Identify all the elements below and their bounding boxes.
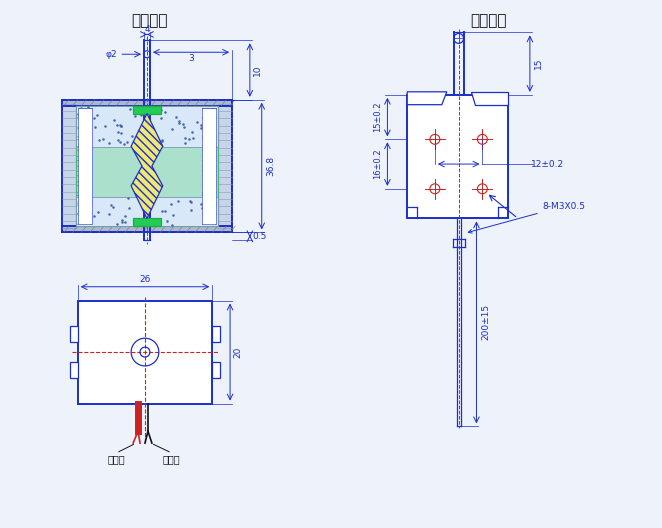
Polygon shape [133,106,161,114]
Polygon shape [213,326,220,342]
Text: 20: 20 [234,346,242,358]
Text: 200±15: 200±15 [482,304,491,341]
Polygon shape [62,227,232,232]
Text: 缩回状态: 缩回状态 [132,13,168,28]
Polygon shape [213,362,220,378]
Text: φ2: φ2 [105,50,117,59]
Polygon shape [75,106,218,227]
Polygon shape [133,219,161,227]
Text: 10: 10 [254,64,262,76]
Polygon shape [62,100,232,232]
Polygon shape [70,326,77,342]
Polygon shape [77,108,91,224]
Text: 15: 15 [534,58,544,69]
Polygon shape [75,197,218,227]
Polygon shape [407,92,447,105]
Text: 4: 4 [144,25,150,34]
Polygon shape [471,92,508,105]
Text: 3: 3 [188,54,194,63]
Polygon shape [77,300,213,403]
Text: 26: 26 [139,275,151,285]
Polygon shape [70,362,77,378]
Text: 16±0.2: 16±0.2 [373,149,382,180]
Text: 墨色线: 墨色线 [163,454,181,464]
Text: 15±0.2: 15±0.2 [373,102,382,133]
Polygon shape [203,108,216,224]
Polygon shape [75,106,218,147]
Text: 红色线: 红色线 [107,454,125,464]
Polygon shape [62,100,232,106]
Text: 12±0.2: 12±0.2 [531,159,564,168]
Text: 8-M3X0.5: 8-M3X0.5 [468,202,586,233]
Text: 伸出状态: 伸出状态 [470,13,506,28]
Text: 36.8: 36.8 [266,156,275,176]
Text: 0.5: 0.5 [253,232,267,241]
Polygon shape [407,95,508,219]
Polygon shape [131,114,163,219]
